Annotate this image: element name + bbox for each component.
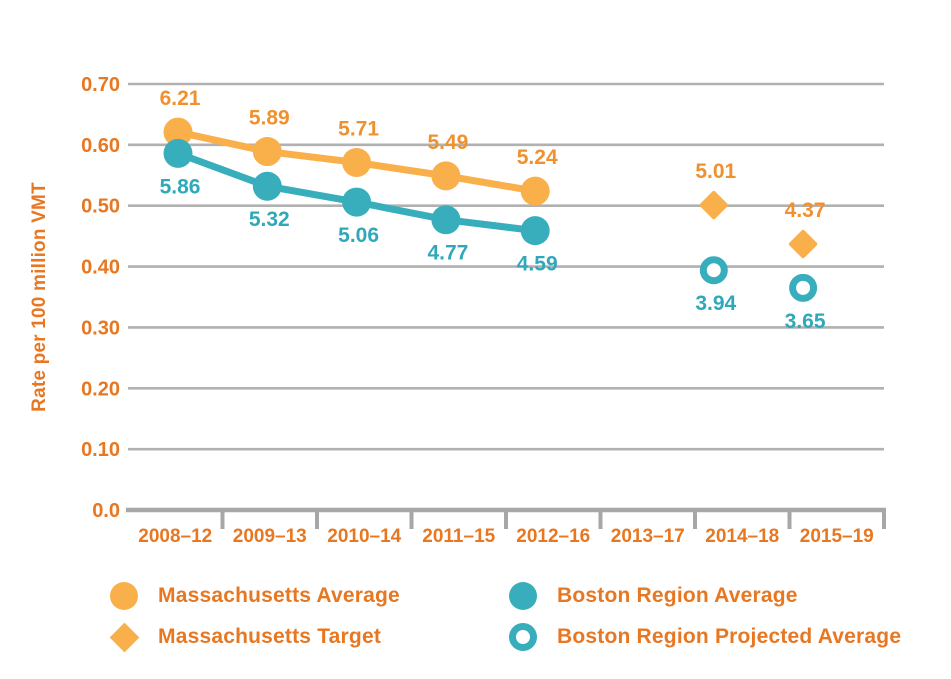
legend-column-right: Boston Region Average Boston Region Proj… bbox=[509, 582, 901, 651]
data-point-label: 3.65 bbox=[785, 310, 826, 333]
filled-circle-icon bbox=[509, 582, 537, 610]
y-tick-label: 0.20 bbox=[81, 378, 120, 400]
y-tick-label: 0.40 bbox=[81, 257, 120, 279]
data-point-label: 5.06 bbox=[338, 224, 379, 247]
data-point-marker bbox=[788, 229, 818, 259]
data-point-label: 3.94 bbox=[695, 292, 736, 315]
y-tick-label: 0.30 bbox=[81, 317, 120, 339]
legend: Massachusetts Average Massachusetts Targ… bbox=[109, 582, 901, 652]
data-point-label: 4.77 bbox=[427, 242, 468, 265]
data-point-marker bbox=[431, 161, 461, 191]
legend-item-massachusetts-average: Massachusetts Average bbox=[110, 582, 509, 610]
legend-item-massachusetts-target: Massachusetts Target bbox=[109, 622, 509, 652]
legend-label: Boston Region Average bbox=[557, 584, 798, 607]
data-point-marker bbox=[699, 190, 728, 220]
legend-item-boston-region-projected-average: Boston Region Projected Average bbox=[509, 623, 901, 651]
data-point-marker bbox=[520, 176, 550, 206]
x-tick-label: 2015–19 bbox=[800, 526, 874, 547]
data-point-label: 5.49 bbox=[427, 131, 468, 154]
data-point-label: 5.32 bbox=[249, 208, 290, 231]
data-point-marker bbox=[342, 187, 372, 217]
y-tick-label: 0.10 bbox=[81, 439, 120, 461]
legend-column-left: Massachusetts Average Massachusetts Targ… bbox=[109, 582, 509, 652]
data-point-marker bbox=[252, 137, 282, 167]
data-point-label: 5.71 bbox=[338, 118, 379, 141]
data-point-marker bbox=[699, 256, 728, 285]
x-tick-label: 2008–12 bbox=[138, 526, 212, 547]
legend-label: Massachusetts Average bbox=[158, 584, 400, 607]
data-point-marker bbox=[252, 171, 282, 201]
data-point-label: 5.24 bbox=[517, 146, 558, 169]
data-point-label: 6.21 bbox=[160, 87, 201, 110]
data-point-marker bbox=[342, 148, 372, 178]
data-point-marker bbox=[789, 273, 818, 302]
x-tick-label: 2011–15 bbox=[422, 526, 495, 547]
y-tick-label: 0.70 bbox=[81, 74, 120, 96]
legend-label: Boston Region Projected Average bbox=[557, 625, 902, 648]
y-tick-label: 0.0 bbox=[92, 500, 120, 522]
y-tick-label: 0.50 bbox=[81, 196, 120, 218]
x-tick-label: 2010–14 bbox=[327, 526, 401, 547]
data-point-marker bbox=[163, 138, 193, 168]
legend-label: Massachusetts Target bbox=[158, 625, 382, 648]
data-point-marker bbox=[163, 117, 193, 147]
data-point-label: 5.89 bbox=[249, 107, 290, 130]
data-point-marker bbox=[520, 216, 550, 246]
x-tick-label: 2009–13 bbox=[233, 526, 307, 547]
data-point-label: 4.37 bbox=[785, 199, 826, 222]
filled-circle-icon bbox=[110, 582, 138, 610]
data-point-marker bbox=[431, 205, 461, 235]
y-tick-label: 0.60 bbox=[81, 135, 120, 157]
x-tick-label: 2012–16 bbox=[516, 526, 590, 547]
open-circle-icon bbox=[509, 623, 537, 651]
diamond-icon bbox=[109, 622, 139, 652]
data-point-label: 5.01 bbox=[695, 160, 736, 183]
data-point-label: 4.59 bbox=[517, 253, 558, 276]
legend-item-boston-region-average: Boston Region Average bbox=[509, 582, 901, 610]
data-point-label: 5.86 bbox=[160, 175, 201, 198]
x-tick-label: 2014–18 bbox=[705, 526, 779, 547]
x-tick-label: 2013–17 bbox=[611, 526, 685, 547]
